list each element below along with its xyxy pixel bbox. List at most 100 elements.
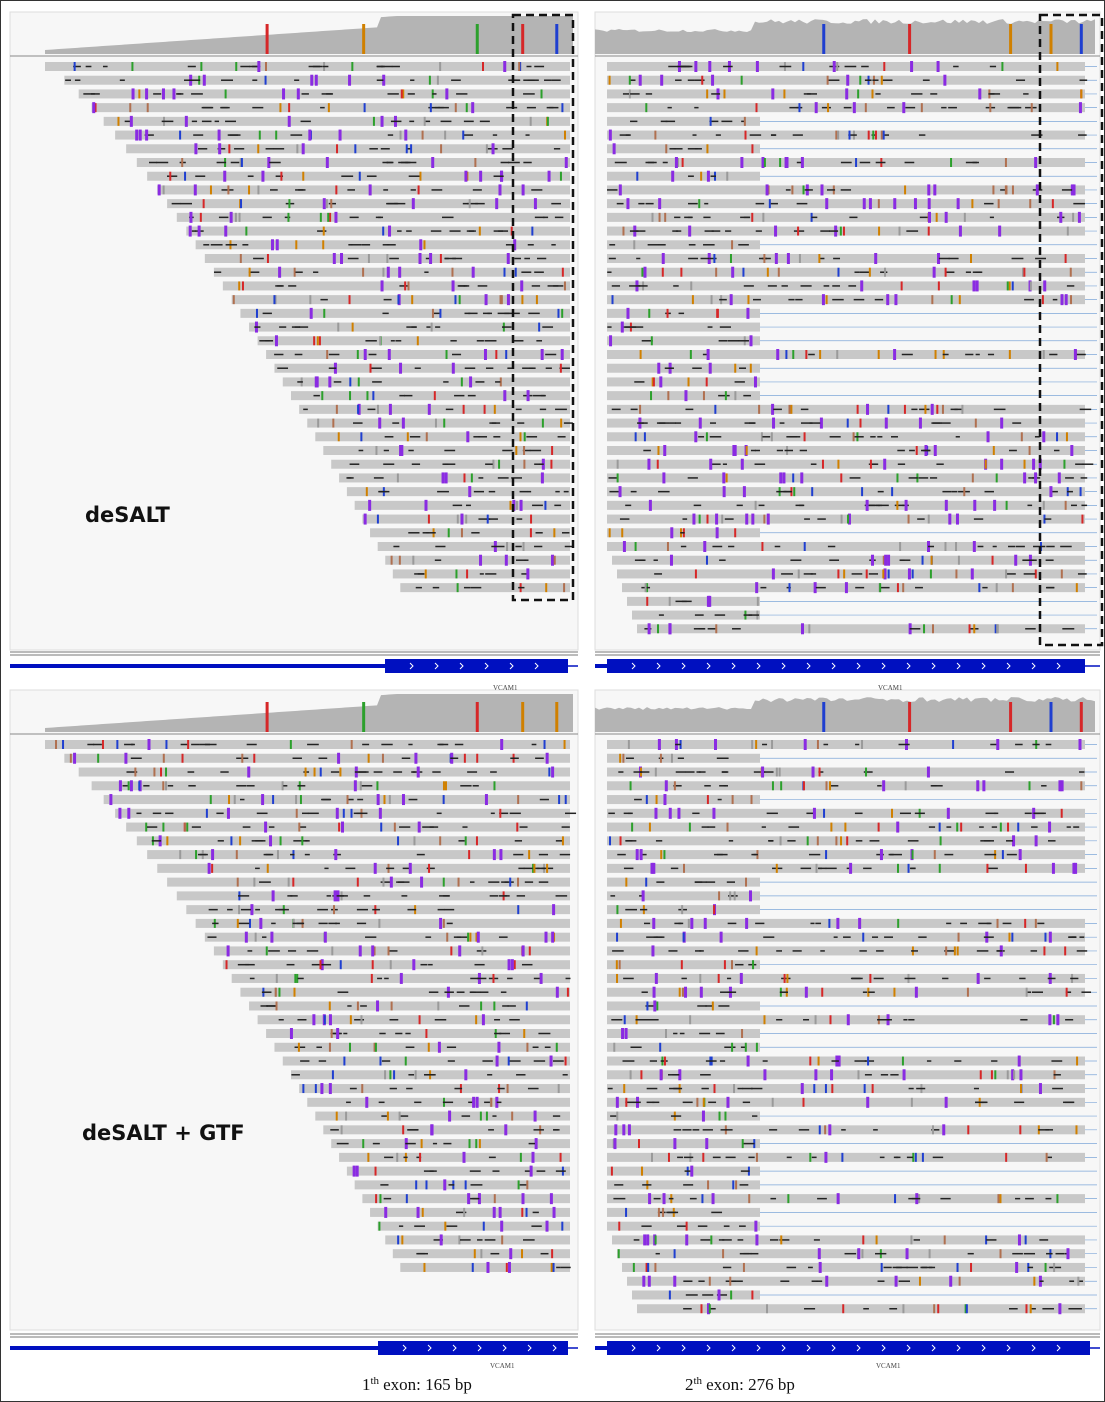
mismatch xyxy=(169,172,171,181)
mismatch xyxy=(276,1001,278,1010)
mismatch xyxy=(955,542,957,551)
insertion xyxy=(340,253,343,264)
mismatch xyxy=(660,754,662,763)
insertion xyxy=(621,1028,624,1039)
mismatch xyxy=(664,1057,666,1066)
insertion xyxy=(801,1083,804,1094)
mismatch xyxy=(350,1015,352,1024)
insertion xyxy=(993,500,996,511)
mismatch xyxy=(963,487,965,496)
mismatch xyxy=(835,131,837,140)
insertion xyxy=(1034,157,1037,168)
insertion xyxy=(779,472,782,483)
insertion xyxy=(819,1262,822,1273)
mismatch xyxy=(324,1015,326,1024)
insertion xyxy=(971,568,974,579)
insertion xyxy=(276,239,279,250)
coverage-variant xyxy=(1050,24,1053,54)
mismatch xyxy=(619,754,621,763)
mismatch xyxy=(933,1304,935,1313)
mismatch xyxy=(375,446,377,455)
read xyxy=(607,878,760,887)
mismatch xyxy=(960,823,962,832)
insertion xyxy=(982,780,985,791)
mismatch xyxy=(402,1125,404,1134)
mismatch xyxy=(397,295,399,304)
insertion xyxy=(614,1124,617,1135)
read xyxy=(147,172,570,181)
mismatch xyxy=(74,62,76,71)
mismatch xyxy=(400,131,402,140)
mismatch xyxy=(366,391,368,400)
insertion xyxy=(636,849,639,860)
mismatch xyxy=(971,199,973,208)
insertion xyxy=(1014,555,1017,566)
insertion xyxy=(692,514,695,525)
mismatch xyxy=(422,1208,424,1217)
mismatch xyxy=(280,172,282,181)
mismatch xyxy=(680,268,682,277)
insertion xyxy=(959,226,962,237)
insertion xyxy=(665,780,668,791)
mismatch xyxy=(939,864,941,873)
insertion xyxy=(621,322,624,333)
mismatch xyxy=(507,1084,509,1093)
insertion xyxy=(550,1056,553,1067)
insertion xyxy=(356,1166,359,1177)
mismatch xyxy=(817,740,819,749)
mismatch xyxy=(372,391,374,400)
mismatch xyxy=(689,823,691,832)
mismatch xyxy=(293,988,295,997)
insertion xyxy=(659,376,662,387)
mismatch xyxy=(1005,158,1007,167)
insertion xyxy=(261,171,264,182)
insertion xyxy=(230,212,233,223)
insertion xyxy=(1048,822,1051,833)
insertion xyxy=(663,445,666,456)
mismatch xyxy=(554,556,556,565)
mismatch xyxy=(288,199,290,208)
mismatch xyxy=(928,227,930,236)
read xyxy=(104,795,570,804)
insertion xyxy=(551,767,554,778)
insertion xyxy=(1019,849,1022,860)
mismatch xyxy=(1080,89,1082,98)
mismatch xyxy=(729,1277,731,1286)
caption-text: exon: 276 bp xyxy=(706,1375,795,1394)
mismatch xyxy=(751,740,753,749)
mismatch xyxy=(462,131,464,140)
mismatch xyxy=(517,905,519,914)
insertion xyxy=(145,88,148,99)
mismatch xyxy=(380,823,382,832)
mismatch xyxy=(837,460,839,469)
mismatch xyxy=(1076,1057,1078,1066)
insertion xyxy=(749,890,752,901)
mismatch xyxy=(883,131,885,140)
mismatch xyxy=(237,919,239,928)
mismatch xyxy=(240,199,242,208)
coverage-variant xyxy=(1080,702,1083,732)
mismatch xyxy=(730,254,732,263)
mismatch xyxy=(667,542,669,551)
mismatch xyxy=(479,1139,481,1148)
mismatch xyxy=(1065,254,1067,263)
mismatch xyxy=(530,117,532,126)
insertion xyxy=(660,1069,663,1080)
mismatch xyxy=(419,1015,421,1024)
mismatch xyxy=(134,768,136,777)
insertion xyxy=(223,171,226,182)
mismatch xyxy=(565,1057,567,1066)
mismatch xyxy=(423,240,425,249)
read xyxy=(607,864,1085,873)
mismatch xyxy=(751,1290,753,1299)
mismatch xyxy=(426,432,428,441)
mismatch xyxy=(239,836,241,845)
mismatch xyxy=(635,432,637,441)
insertion xyxy=(805,987,808,998)
mismatch xyxy=(443,919,445,928)
mismatch xyxy=(797,227,799,236)
mismatch xyxy=(397,1235,399,1244)
mismatch xyxy=(466,103,468,112)
mismatch xyxy=(267,864,269,873)
mismatch xyxy=(798,103,800,112)
